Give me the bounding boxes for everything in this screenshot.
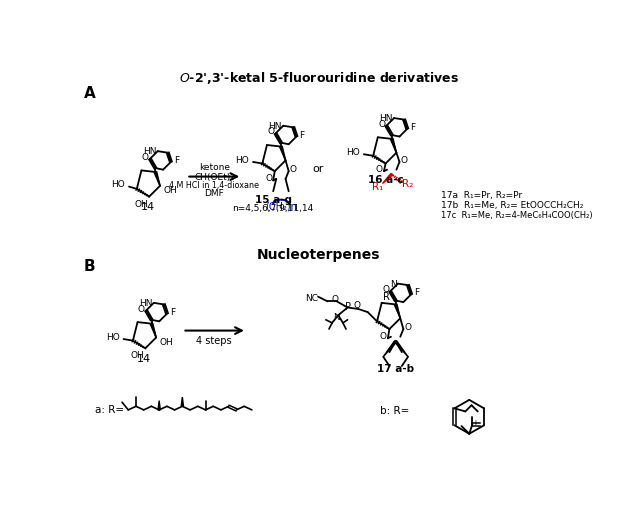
Text: b: R=: b: R= bbox=[380, 406, 409, 416]
Text: HN: HN bbox=[379, 115, 392, 123]
Text: O: O bbox=[380, 332, 387, 341]
Text: F: F bbox=[170, 307, 175, 317]
Text: ketone: ketone bbox=[199, 163, 230, 172]
Text: OH: OH bbox=[131, 352, 145, 360]
Text: OH: OH bbox=[159, 337, 173, 347]
Polygon shape bbox=[383, 341, 396, 357]
Text: P: P bbox=[345, 302, 351, 313]
Text: CH(OEt)₃: CH(OEt)₃ bbox=[194, 173, 234, 182]
Text: O: O bbox=[401, 156, 407, 165]
Polygon shape bbox=[391, 138, 396, 153]
Text: 17c  R₁=Me, R₂=4-MeC₆H₄COO(CH₂): 17c R₁=Me, R₂=4-MeC₆H₄COO(CH₂) bbox=[440, 211, 592, 220]
Text: R: R bbox=[383, 292, 389, 302]
Polygon shape bbox=[383, 174, 392, 184]
Text: 17b  R₁=Me, R₂= EtOOCCH₂CH₂: 17b R₁=Me, R₂= EtOOCCH₂CH₂ bbox=[440, 202, 583, 210]
Text: O: O bbox=[378, 120, 385, 129]
Text: 4 M HCl in 1,4-dioxane: 4 M HCl in 1,4-dioxane bbox=[169, 181, 259, 190]
Text: 15 a-g: 15 a-g bbox=[255, 194, 292, 205]
Polygon shape bbox=[154, 172, 160, 186]
Text: B: B bbox=[84, 259, 96, 274]
Text: R₁: R₁ bbox=[372, 182, 384, 191]
Text: 16 a-c: 16 a-c bbox=[368, 176, 404, 185]
Text: HO: HO bbox=[106, 333, 120, 342]
Text: Nucleoterpenes: Nucleoterpenes bbox=[257, 248, 381, 262]
Text: or: or bbox=[313, 164, 324, 174]
Text: O: O bbox=[290, 165, 297, 174]
Text: HN: HN bbox=[139, 299, 152, 308]
Text: HN: HN bbox=[268, 122, 282, 131]
Text: O: O bbox=[138, 304, 145, 314]
Text: 17 a-b: 17 a-b bbox=[377, 364, 414, 374]
Polygon shape bbox=[181, 397, 184, 406]
Text: HN: HN bbox=[143, 148, 156, 156]
Text: $\it{O}$-2',3'-ketal 5-fluorouridine derivatives: $\it{O}$-2',3'-ketal 5-fluorouridine der… bbox=[179, 70, 459, 87]
Text: O: O bbox=[353, 301, 360, 310]
Text: NC: NC bbox=[305, 294, 318, 303]
Polygon shape bbox=[280, 146, 285, 160]
Text: O: O bbox=[267, 127, 274, 136]
Text: F: F bbox=[414, 289, 419, 297]
Text: DMF: DMF bbox=[204, 189, 224, 198]
Polygon shape bbox=[150, 323, 156, 337]
Text: F: F bbox=[410, 123, 416, 132]
Text: O: O bbox=[142, 153, 149, 162]
Text: HO: HO bbox=[346, 148, 360, 157]
Text: R₂: R₂ bbox=[402, 179, 413, 188]
Text: 4 steps: 4 steps bbox=[196, 336, 232, 346]
Polygon shape bbox=[158, 401, 160, 410]
Text: 14: 14 bbox=[136, 354, 151, 364]
Polygon shape bbox=[395, 341, 408, 357]
Text: (CH₂)n: (CH₂)n bbox=[265, 202, 297, 212]
Text: n=4,5,6,7,9,11,14: n=4,5,6,7,9,11,14 bbox=[232, 205, 314, 213]
Text: F: F bbox=[299, 130, 305, 139]
Text: O: O bbox=[404, 323, 412, 332]
Text: O: O bbox=[265, 175, 272, 183]
Text: A: A bbox=[84, 86, 96, 101]
Text: O: O bbox=[376, 165, 383, 174]
Text: N: N bbox=[389, 280, 396, 289]
Text: HO: HO bbox=[235, 156, 249, 165]
Text: OH: OH bbox=[135, 200, 148, 209]
Text: O: O bbox=[331, 295, 339, 303]
Text: OH: OH bbox=[163, 186, 177, 195]
Polygon shape bbox=[394, 304, 400, 318]
Text: 17a  R₁=Pr, R₂=Pr: 17a R₁=Pr, R₂=Pr bbox=[440, 191, 521, 201]
Text: N: N bbox=[333, 313, 340, 322]
Text: 14: 14 bbox=[141, 203, 155, 212]
Text: O: O bbox=[382, 285, 389, 294]
Text: F: F bbox=[174, 156, 179, 165]
Text: a: R=: a: R= bbox=[95, 405, 124, 415]
Text: HO: HO bbox=[112, 180, 125, 189]
Text: i: i bbox=[475, 420, 477, 426]
